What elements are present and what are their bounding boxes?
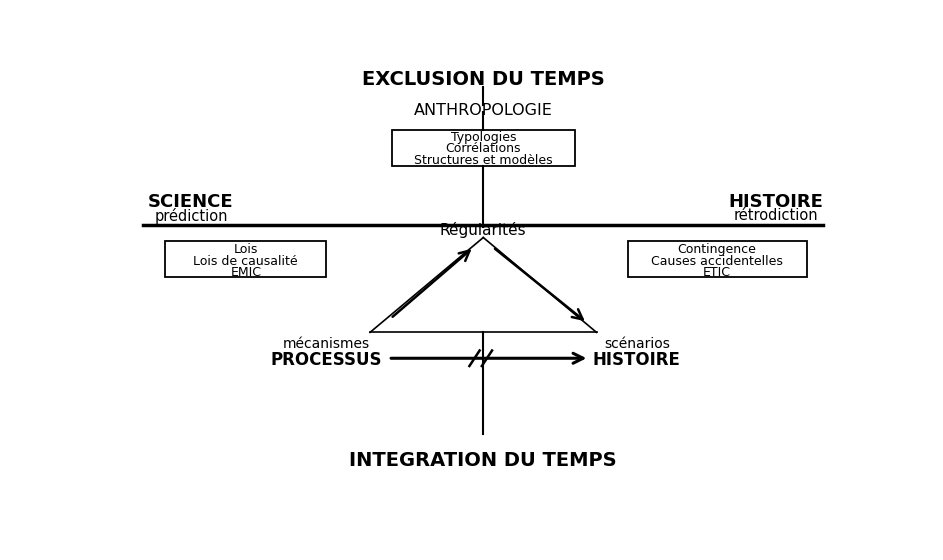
- Text: SCIENCE: SCIENCE: [148, 193, 234, 211]
- Text: Contingence: Contingence: [678, 243, 756, 256]
- Text: Causes accidentelles: Causes accidentelles: [652, 255, 783, 268]
- Text: Régularités: Régularités: [440, 222, 526, 238]
- FancyBboxPatch shape: [165, 241, 326, 277]
- Text: prédiction: prédiction: [155, 208, 227, 223]
- Text: Structures et modèles: Structures et modèles: [414, 154, 553, 167]
- Text: ETIC: ETIC: [703, 267, 731, 279]
- Text: EXCLUSION DU TEMPS: EXCLUSION DU TEMPS: [362, 70, 604, 89]
- Text: HISTOIRE: HISTOIRE: [593, 351, 681, 368]
- Text: PROCESSUS: PROCESSUS: [271, 351, 382, 368]
- Text: Corrélations: Corrélations: [445, 142, 521, 155]
- Text: scénarios: scénarios: [604, 337, 670, 351]
- Text: INTEGRATION DU TEMPS: INTEGRATION DU TEMPS: [350, 451, 617, 470]
- Text: HISTOIRE: HISTOIRE: [728, 193, 823, 211]
- Text: ANTHROPOLOGIE: ANTHROPOLOGIE: [414, 103, 553, 118]
- Text: rétrodiction: rétrodiction: [734, 208, 818, 223]
- Text: Lois: Lois: [234, 243, 258, 256]
- Text: EMIC: EMIC: [230, 267, 261, 279]
- Text: Lois de causalité: Lois de causalité: [193, 255, 298, 268]
- Text: mécanismes: mécanismes: [283, 337, 370, 351]
- FancyBboxPatch shape: [628, 241, 806, 277]
- Text: Typologies: Typologies: [451, 130, 516, 143]
- FancyBboxPatch shape: [392, 130, 574, 166]
